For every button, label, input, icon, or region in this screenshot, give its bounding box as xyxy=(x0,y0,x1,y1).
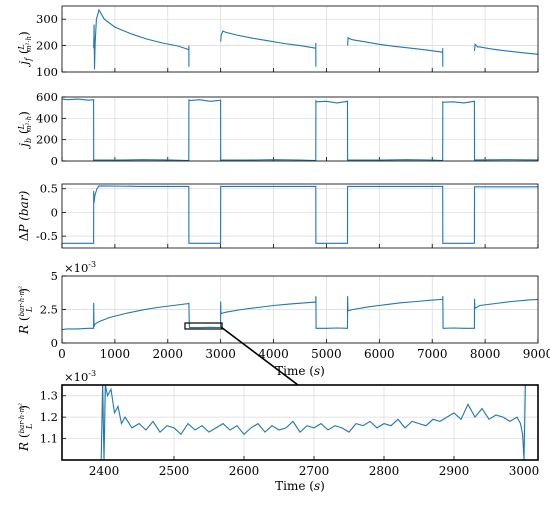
xtick-label-r-8: 8000 xyxy=(470,347,501,361)
panel-r: 0 2.5 5 0 1000 2000 3000 4000 5000 6000 7000 8000 90… xyxy=(40,260,550,378)
svg-text:R (bar·h·m²L): R (bar·h·m²L) xyxy=(17,286,34,335)
ytick-label-jf-2: 300 xyxy=(36,12,58,26)
axes-box-jb xyxy=(61,96,539,162)
xtick-label-r-4: 4000 xyxy=(258,347,289,361)
ytick-label-jb-2: 400 xyxy=(36,111,58,125)
xtick-label-r_zoom-6: 3000 xyxy=(509,464,540,478)
xtick-label-r-2: 2000 xyxy=(153,347,184,361)
ytick-label-r_zoom-2: 1.3 xyxy=(40,389,58,403)
ylabel-r-zoom: R (bar·h·m²L) xyxy=(17,403,34,452)
series-line-jf xyxy=(93,8,539,70)
xtick-label-r_zoom-2: 2600 xyxy=(229,464,260,478)
xlabel-unit-r: s xyxy=(314,364,320,378)
xtick-label-r-3: 3000 xyxy=(205,347,236,361)
panel-jf: 100 200 300 xyxy=(36,5,539,79)
svg-text:jb (Lm²·h): jb (Lm²·h) xyxy=(17,111,33,150)
xtick-label-r-6: 6000 xyxy=(364,347,395,361)
series-line-r_zoom xyxy=(100,384,531,461)
exponent-power-r_zoom: -3 xyxy=(88,369,96,378)
axes-box-r xyxy=(61,275,539,344)
ytick-label-r-1: 2.5 xyxy=(40,303,58,317)
xlabel-r: Time (s) xyxy=(275,364,325,378)
ytick-label-jb-1: 200 xyxy=(36,133,58,147)
ytick-label-jb-0: 0 xyxy=(51,154,58,168)
ylabel-jb: jb (Lm²·h) xyxy=(17,111,33,150)
ytick-label-r-2: 5 xyxy=(51,269,58,283)
panel-jb: 0 200 400 600 xyxy=(36,90,539,168)
xtick-label-r_zoom-0: 2400 xyxy=(89,464,120,478)
xtick-label-r-5: 5000 xyxy=(311,347,342,361)
xtick-label-r-9: 9000 xyxy=(523,347,550,361)
ytick-label-r_zoom-1: 1.2 xyxy=(40,410,58,424)
xtick-label-r-1: 1000 xyxy=(100,347,131,361)
xtick-label-r_zoom-3: 2700 xyxy=(299,464,330,478)
svg-text:R (bar·h·m²L): R (bar·h·m²L) xyxy=(17,403,34,452)
ytick-label-jf-0: 100 xyxy=(36,65,58,79)
ylabel-dp: ΔP (bar) xyxy=(17,190,31,241)
axes-box-dp xyxy=(61,183,539,249)
panel-dp: -0.5 0 0.5 xyxy=(36,182,539,249)
xtick-label-r-7: 7000 xyxy=(417,347,448,361)
exponent-power-r: -3 xyxy=(88,260,96,269)
xlabel-unit-r_zoom: s xyxy=(314,479,320,493)
zoom-connector-line xyxy=(220,326,299,386)
series-line-dp xyxy=(62,185,538,244)
series-line-jb xyxy=(61,98,539,162)
axes-box-r_zoom xyxy=(61,384,539,461)
zoom-region-box xyxy=(184,322,223,330)
svg-text:ΔP (bar): ΔP (bar) xyxy=(17,190,31,241)
svg-text:jf (Lm²·h): jf (Lm²·h) xyxy=(17,31,33,67)
ytick-label-jb-3: 600 xyxy=(36,90,58,104)
ytick-label-dp-1: 0 xyxy=(51,205,58,219)
exponent-label-r: ×10-3 xyxy=(64,260,96,275)
ytick-label-r_zoom-0: 1.1 xyxy=(40,432,58,446)
xtick-label-r-0: 0 xyxy=(58,347,66,361)
panel-r_zoom: 1.1 1.2 1.3 2400 2500 2600 2700 2800 2900 3000 ×10… xyxy=(40,369,540,493)
exponent-label-r_zoom: ×10-3 xyxy=(64,369,96,384)
ytick-label-dp-2: 0.5 xyxy=(40,182,58,196)
xlabel-r_zoom: Time (s) xyxy=(275,479,325,493)
ytick-label-jf-1: 200 xyxy=(36,39,58,53)
xtick-label-r_zoom-1: 2500 xyxy=(159,464,190,478)
ytick-label-dp-0: -0.5 xyxy=(36,229,58,243)
ylabel-r: R (bar·h·m²L) xyxy=(17,286,34,335)
xtick-label-r_zoom-4: 2800 xyxy=(369,464,400,478)
series-line-r xyxy=(61,296,539,331)
ytick-label-r-0: 0 xyxy=(51,336,58,350)
axes-box-jf xyxy=(61,5,539,73)
ylabel-jf: jf (Lm²·h) xyxy=(17,31,33,67)
xtick-label-r_zoom-5: 2900 xyxy=(439,464,470,478)
